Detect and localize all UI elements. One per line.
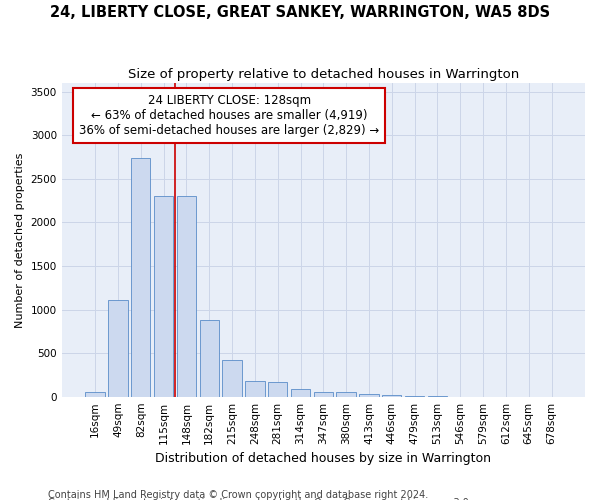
Bar: [177, 196, 196, 396]
Bar: [131, 158, 151, 396]
Text: Contains HM Land Registry data © Crown copyright and database right 2024.: Contains HM Land Registry data © Crown c…: [48, 490, 428, 500]
Bar: [337, 392, 356, 396]
Bar: [223, 360, 242, 397]
Bar: [154, 196, 173, 396]
X-axis label: Distribution of detached houses by size in Warrington: Distribution of detached houses by size …: [155, 452, 491, 465]
Y-axis label: Number of detached properties: Number of detached properties: [15, 152, 25, 328]
Title: Size of property relative to detached houses in Warrington: Size of property relative to detached ho…: [128, 68, 519, 80]
Bar: [291, 389, 310, 396]
Text: Contains public sector information licensed under the Open Government Licence v3: Contains public sector information licen…: [48, 498, 472, 500]
Bar: [382, 395, 401, 396]
Bar: [200, 320, 219, 396]
Bar: [359, 394, 379, 396]
Bar: [108, 300, 128, 396]
Bar: [314, 392, 333, 396]
Bar: [85, 392, 105, 396]
Text: 24, LIBERTY CLOSE, GREAT SANKEY, WARRINGTON, WA5 8DS: 24, LIBERTY CLOSE, GREAT SANKEY, WARRING…: [50, 5, 550, 20]
Bar: [268, 382, 287, 396]
Text: 24 LIBERTY CLOSE: 128sqm
← 63% of detached houses are smaller (4,919)
36% of sem: 24 LIBERTY CLOSE: 128sqm ← 63% of detach…: [79, 94, 379, 137]
Bar: [245, 382, 265, 396]
